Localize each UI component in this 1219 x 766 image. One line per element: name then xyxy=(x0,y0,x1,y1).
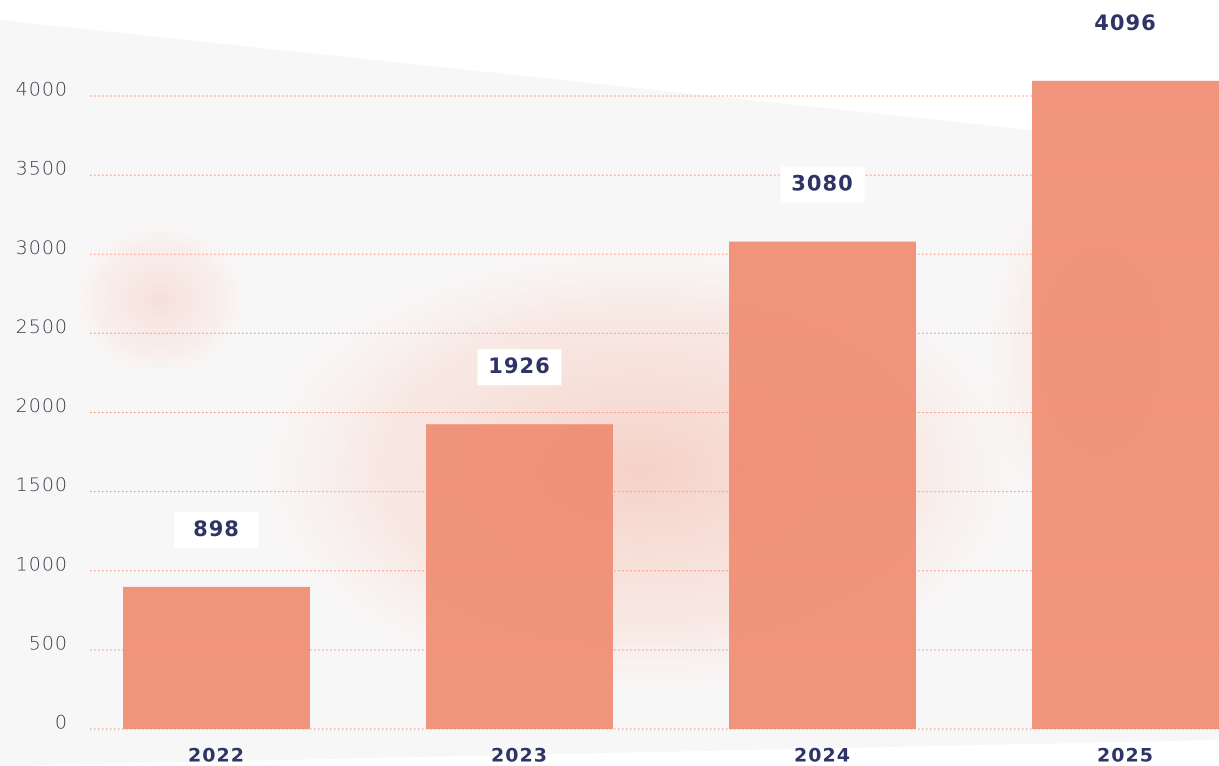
value-label: 3080 xyxy=(791,172,853,196)
value-label: 898 xyxy=(193,517,240,541)
bar xyxy=(426,424,613,729)
value-label: 1926 xyxy=(488,354,550,378)
x-tick-label: 2024 xyxy=(794,745,851,766)
y-tick-label: 500 xyxy=(29,632,68,654)
y-tick-label: 1500 xyxy=(16,474,68,496)
x-tick-label: 2023 xyxy=(491,745,548,766)
bar xyxy=(729,241,916,729)
bar xyxy=(1032,80,1219,730)
y-tick-label: 3500 xyxy=(16,158,68,180)
y-tick-label: 0 xyxy=(55,712,68,734)
value-label: 4096 xyxy=(1094,11,1156,35)
y-tick-label: 4000 xyxy=(16,79,68,101)
y-tick-label: 2500 xyxy=(16,316,68,338)
x-tick-label: 2025 xyxy=(1097,745,1154,766)
x-tick-label: 2022 xyxy=(188,745,245,766)
y-tick-label: 3000 xyxy=(16,237,68,259)
value-label-box xyxy=(780,166,865,203)
y-tick-label: 1000 xyxy=(16,553,68,575)
y-tick-label: 2000 xyxy=(16,395,68,417)
value-label-box xyxy=(477,349,562,386)
value-label-box xyxy=(174,511,259,548)
value-label-box xyxy=(1083,5,1168,42)
bar xyxy=(123,586,310,729)
